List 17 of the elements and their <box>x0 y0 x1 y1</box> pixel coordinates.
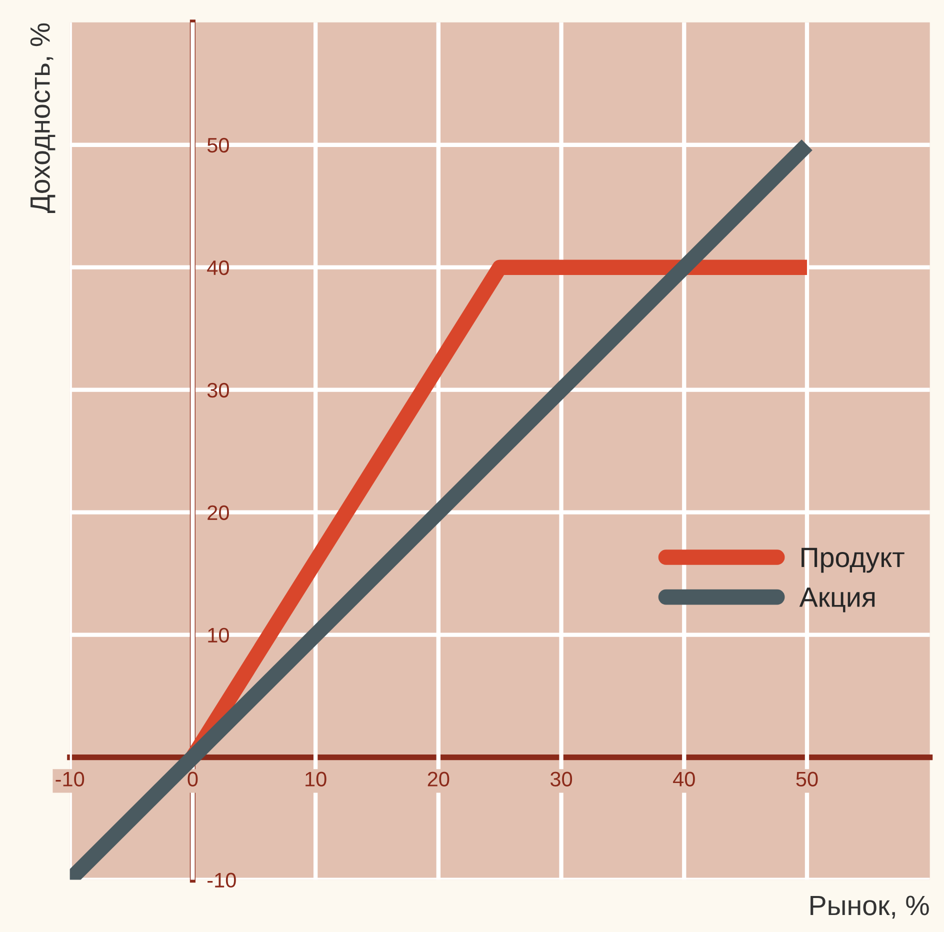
x-tick-label: 10 <box>306 772 326 787</box>
legend-label: Акция <box>799 588 875 612</box>
y-tick-label: 50 <box>207 138 229 153</box>
x-tick-label: -10 <box>56 772 84 787</box>
legend-label: Продукт <box>802 548 904 573</box>
y-tick-label: 10 <box>208 628 229 643</box>
x-tick-label: 0 <box>188 772 198 787</box>
x-tick-label: 20 <box>428 772 450 787</box>
y-tick-label: 40 <box>207 260 229 276</box>
y-tick-label: -10 <box>208 872 236 888</box>
x-axis-title: Рынок, % <box>810 896 929 919</box>
x-tick-label: 50 <box>796 772 818 787</box>
x-tick-label: 30 <box>550 772 572 787</box>
y-tick-label: 30 <box>207 382 229 398</box>
y-axis-title: Доходность, % <box>30 23 56 214</box>
y-tick-label: 20 <box>208 505 229 520</box>
x-tick-label: 40 <box>673 772 695 787</box>
